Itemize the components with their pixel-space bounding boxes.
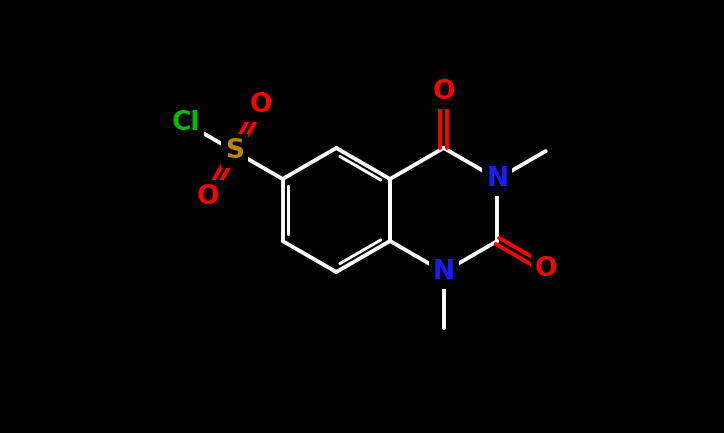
Text: S: S (224, 138, 244, 164)
Text: Cl: Cl (172, 110, 201, 136)
Text: O: O (432, 79, 455, 105)
Text: O: O (249, 93, 272, 119)
Text: N: N (433, 259, 455, 285)
Text: O: O (534, 256, 557, 282)
Text: N: N (487, 166, 508, 192)
Text: O: O (197, 184, 219, 210)
